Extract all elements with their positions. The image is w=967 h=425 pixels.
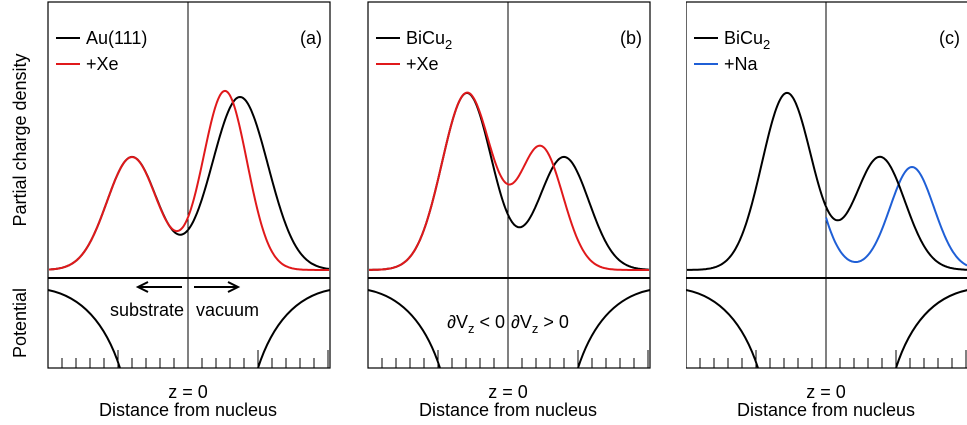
subscript: z bbox=[532, 321, 539, 336]
x-label: Distance from nucleus bbox=[99, 400, 277, 420]
curve bbox=[687, 91, 967, 271]
panel-frame bbox=[367, 1, 651, 369]
annotation: ∂Vz < 0 bbox=[447, 312, 505, 336]
potential bbox=[47, 289, 121, 369]
panel bbox=[686, 1, 967, 369]
arrow bbox=[194, 281, 241, 293]
panel bbox=[47, 1, 331, 369]
panel-label: (a) bbox=[300, 28, 322, 48]
text-part: BiCu bbox=[406, 28, 445, 48]
x-label: Distance from nucleus bbox=[419, 400, 597, 420]
text-part: +Xe bbox=[406, 54, 439, 74]
text-part: ∂V bbox=[447, 312, 468, 332]
subscript: z bbox=[468, 321, 475, 336]
panel bbox=[367, 1, 651, 369]
annotation: ∂Vz > 0 bbox=[511, 312, 569, 336]
potential bbox=[257, 289, 331, 369]
legend-label: +Xe bbox=[86, 54, 119, 74]
subscript: 2 bbox=[445, 37, 452, 52]
text-part: Au(111) bbox=[86, 28, 147, 48]
y-label: Potential bbox=[10, 288, 30, 358]
zero-label: z = 0 bbox=[806, 382, 846, 402]
arrow bbox=[135, 281, 182, 293]
potential bbox=[895, 289, 967, 369]
text-part: +Na bbox=[724, 54, 759, 74]
legend-label: BiCu2 bbox=[724, 28, 770, 52]
zero-label: z = 0 bbox=[488, 382, 528, 402]
legend-label: +Na bbox=[724, 54, 759, 74]
text-part: ∂V bbox=[511, 312, 532, 332]
panel-frame bbox=[686, 1, 967, 369]
y-label: Partial charge density bbox=[10, 53, 30, 226]
text-part: > 0 bbox=[538, 312, 569, 332]
text-part: +Xe bbox=[86, 54, 119, 74]
curve bbox=[49, 95, 330, 271]
text-part: < 0 bbox=[474, 312, 505, 332]
potential bbox=[367, 289, 441, 369]
legend-label: BiCu2 bbox=[406, 28, 452, 52]
annotation: substrate bbox=[110, 300, 184, 320]
panel-label: (b) bbox=[620, 28, 642, 48]
subscript: 2 bbox=[763, 37, 770, 52]
curve bbox=[49, 89, 329, 271]
panel-frame bbox=[47, 1, 331, 369]
legend-label: +Xe bbox=[406, 54, 439, 74]
curve bbox=[825, 165, 967, 267]
text-part: BiCu bbox=[724, 28, 763, 48]
zero-label: z = 0 bbox=[168, 382, 208, 402]
panel-label: (c) bbox=[939, 28, 960, 48]
legend-label: Au(111) bbox=[86, 28, 147, 48]
annotation: vacuum bbox=[196, 300, 259, 320]
curve bbox=[369, 91, 649, 271]
curve bbox=[369, 91, 650, 271]
x-label: Distance from nucleus bbox=[737, 400, 915, 420]
potential bbox=[577, 289, 651, 369]
potential bbox=[686, 289, 759, 369]
